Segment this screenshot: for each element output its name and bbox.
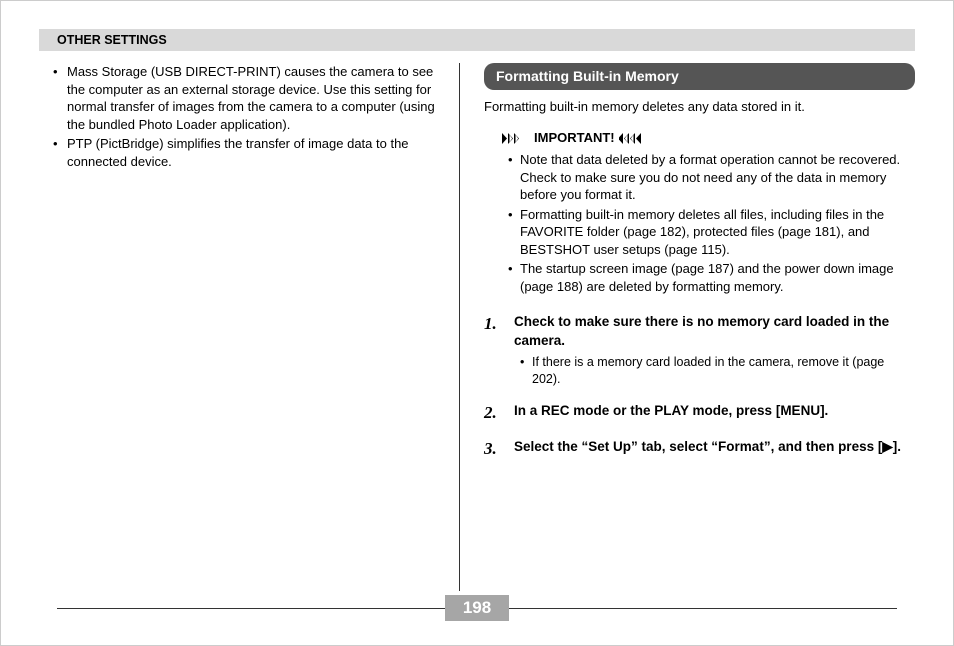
- important-bullet-item: The startup screen image (page 187) and …: [502, 260, 915, 295]
- content-columns: Mass Storage (USB DIRECT-PRINT) causes t…: [39, 63, 915, 593]
- step-item: 2. In a REC mode or the PLAY mode, press…: [484, 402, 915, 425]
- page-footer: 198: [1, 595, 953, 621]
- section-header-bar: OTHER SETTINGS: [39, 29, 915, 51]
- important-header: IMPORTANT!: [502, 129, 915, 147]
- important-bullet-item: Formatting built-in memory deletes all f…: [502, 206, 915, 259]
- left-bullet-list: Mass Storage (USB DIRECT-PRINT) causes t…: [39, 63, 441, 170]
- important-label: IMPORTANT!: [534, 129, 615, 147]
- arrows-right-icon: [502, 133, 530, 144]
- step-title: Select the “Set Up” tab, select “Format”…: [514, 438, 915, 456]
- step-body: In a REC mode or the PLAY mode, press [M…: [514, 402, 915, 425]
- section-intro: Formatting built-in memory deletes any d…: [484, 98, 915, 116]
- section-title-pill: Formatting Built-in Memory: [484, 63, 915, 90]
- left-bullet-item: PTP (PictBridge) simplifies the transfer…: [39, 135, 441, 170]
- step-title: In a REC mode or the PLAY mode, press [M…: [514, 402, 915, 420]
- arrows-left-icon: [619, 133, 647, 144]
- page-number: 198: [445, 595, 509, 621]
- left-column: Mass Storage (USB DIRECT-PRINT) causes t…: [39, 63, 459, 593]
- important-bullet-item: Note that data deleted by a format opera…: [502, 151, 915, 204]
- step-item: 3. Select the “Set Up” tab, select “Form…: [484, 438, 915, 461]
- step-sub-list: If there is a memory card loaded in the …: [514, 354, 915, 388]
- steps-list: 1. Check to make sure there is no memory…: [484, 313, 915, 461]
- section-header-title: OTHER SETTINGS: [57, 33, 167, 47]
- step-body: Select the “Set Up” tab, select “Format”…: [514, 438, 915, 461]
- step-body: Check to make sure there is no memory ca…: [514, 313, 915, 387]
- right-column: Formatting Built-in Memory Formatting bu…: [460, 63, 915, 593]
- step-item: 1. Check to make sure there is no memory…: [484, 313, 915, 387]
- step-number: 2.: [484, 402, 506, 425]
- important-block: IMPORTANT! Note that data deleted by a f…: [502, 129, 915, 295]
- step-number: 3.: [484, 438, 506, 461]
- important-bullet-list: Note that data deleted by a format opera…: [502, 151, 915, 295]
- step-title: Check to make sure there is no memory ca…: [514, 313, 915, 349]
- manual-page: OTHER SETTINGS Mass Storage (USB DIRECT-…: [0, 0, 954, 646]
- step-number: 1.: [484, 313, 506, 387]
- step-sub-item: If there is a memory card loaded in the …: [514, 354, 915, 388]
- left-bullet-item: Mass Storage (USB DIRECT-PRINT) causes t…: [39, 63, 441, 133]
